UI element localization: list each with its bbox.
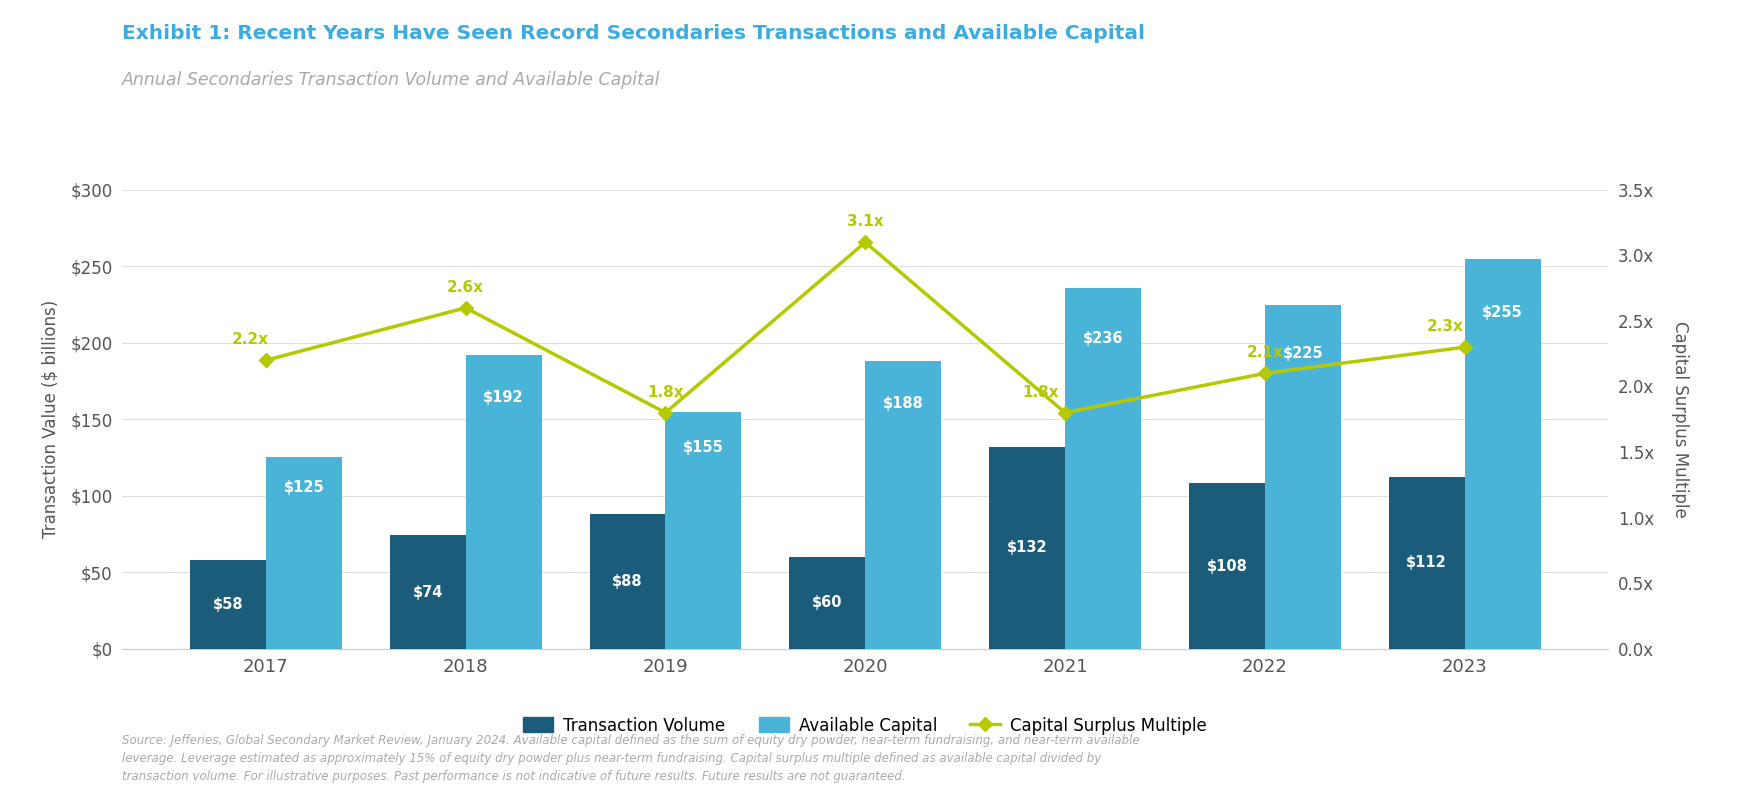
Text: $58: $58 bbox=[213, 596, 243, 611]
Text: $74: $74 bbox=[413, 585, 442, 600]
Text: 2.1x: 2.1x bbox=[1246, 345, 1283, 360]
Text: $192: $192 bbox=[482, 390, 524, 405]
Bar bbox=[1189, 483, 1266, 649]
Text: $236: $236 bbox=[1082, 331, 1124, 346]
Text: $188: $188 bbox=[883, 396, 923, 411]
Text: $255: $255 bbox=[1482, 305, 1523, 320]
Text: Exhibit 1: Recent Years Have Seen Record Secondaries Transactions and Available : Exhibit 1: Recent Years Have Seen Record… bbox=[122, 24, 1145, 43]
Text: 1.8x: 1.8x bbox=[647, 384, 683, 399]
Y-axis label: Transaction Value ($ billions): Transaction Value ($ billions) bbox=[42, 300, 59, 539]
Text: $132: $132 bbox=[1007, 540, 1047, 555]
Text: $60: $60 bbox=[813, 596, 843, 610]
Bar bbox=[865, 361, 940, 649]
Legend: Transaction Volume, Available Capital, Capital Surplus Multiple: Transaction Volume, Available Capital, C… bbox=[517, 710, 1213, 741]
Text: 1.8x: 1.8x bbox=[1023, 384, 1059, 399]
Bar bbox=[989, 447, 1065, 649]
Text: 2.3x: 2.3x bbox=[1426, 319, 1463, 334]
Bar bbox=[266, 457, 343, 649]
Text: Annual Secondaries Transaction Volume and Available Capital: Annual Secondaries Transaction Volume an… bbox=[122, 71, 661, 89]
Bar bbox=[191, 560, 266, 649]
Text: 2.6x: 2.6x bbox=[447, 280, 484, 295]
Y-axis label: Capital Surplus Multiple: Capital Surplus Multiple bbox=[1671, 321, 1689, 517]
Bar bbox=[589, 514, 666, 649]
Text: $155: $155 bbox=[683, 440, 724, 455]
Bar bbox=[1388, 477, 1465, 649]
Text: $108: $108 bbox=[1206, 558, 1248, 573]
Bar bbox=[666, 411, 741, 649]
Bar bbox=[790, 557, 865, 649]
Text: $225: $225 bbox=[1283, 346, 1323, 361]
Text: 3.1x: 3.1x bbox=[848, 214, 883, 229]
Text: 2.2x: 2.2x bbox=[231, 332, 269, 347]
Bar bbox=[1065, 288, 1141, 649]
Bar bbox=[390, 536, 465, 649]
Text: $88: $88 bbox=[612, 573, 643, 589]
Bar bbox=[1266, 305, 1341, 649]
Text: $125: $125 bbox=[283, 480, 323, 495]
Text: $112: $112 bbox=[1407, 555, 1447, 570]
Bar bbox=[465, 355, 542, 649]
Text: Source: Jefferies, Global Secondary Market Review, January 2024. Available capit: Source: Jefferies, Global Secondary Mark… bbox=[122, 734, 1140, 783]
Bar bbox=[1465, 259, 1540, 649]
